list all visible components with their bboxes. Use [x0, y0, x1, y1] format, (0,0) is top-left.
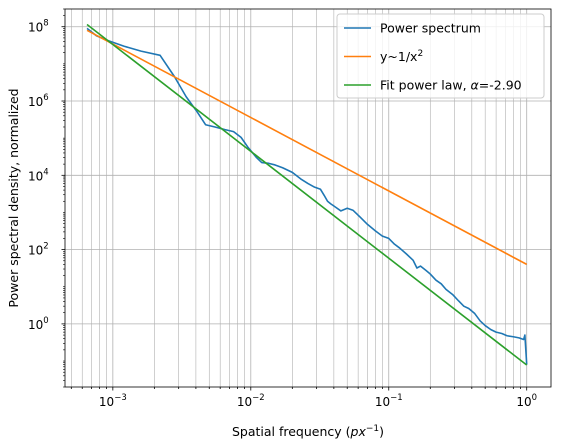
y-tick-label: 104: [28, 167, 49, 183]
x-tick-label: 100: [516, 393, 537, 409]
y-tick-label: 106: [28, 93, 49, 109]
legend: Power spectrum y~1/x2 Fit power law, α=-…: [336, 13, 545, 99]
x-tick-label: 10−1: [375, 393, 403, 409]
series-fit-power-law: [86, 23, 528, 366]
ticks: 10−3 10−2 10−1 100 100 102 104 106 108: [28, 8, 537, 409]
series-inverse-square: [86, 29, 528, 266]
legend-label-inverse-square: y~1/x2: [380, 49, 423, 64]
axes-frame: [64, 8, 552, 388]
x-tick-label: 10−3: [99, 393, 127, 409]
x-tick-label: 10−2: [237, 393, 265, 409]
legend-box: [336, 13, 545, 99]
legend-label-fit-power-law: Fit power law, α=-2.90: [380, 78, 522, 93]
y-axis-label: Power spectral density, normalized: [6, 88, 21, 307]
y-tick-label: 108: [28, 19, 49, 35]
legend-label-power-spectrum: Power spectrum: [380, 21, 481, 36]
y-tick-label: 102: [28, 242, 49, 258]
y-tick-label: 100: [28, 316, 49, 332]
series-lines: [86, 23, 528, 366]
x-axis-label: Spatial frequency (px−1): [232, 424, 384, 439]
